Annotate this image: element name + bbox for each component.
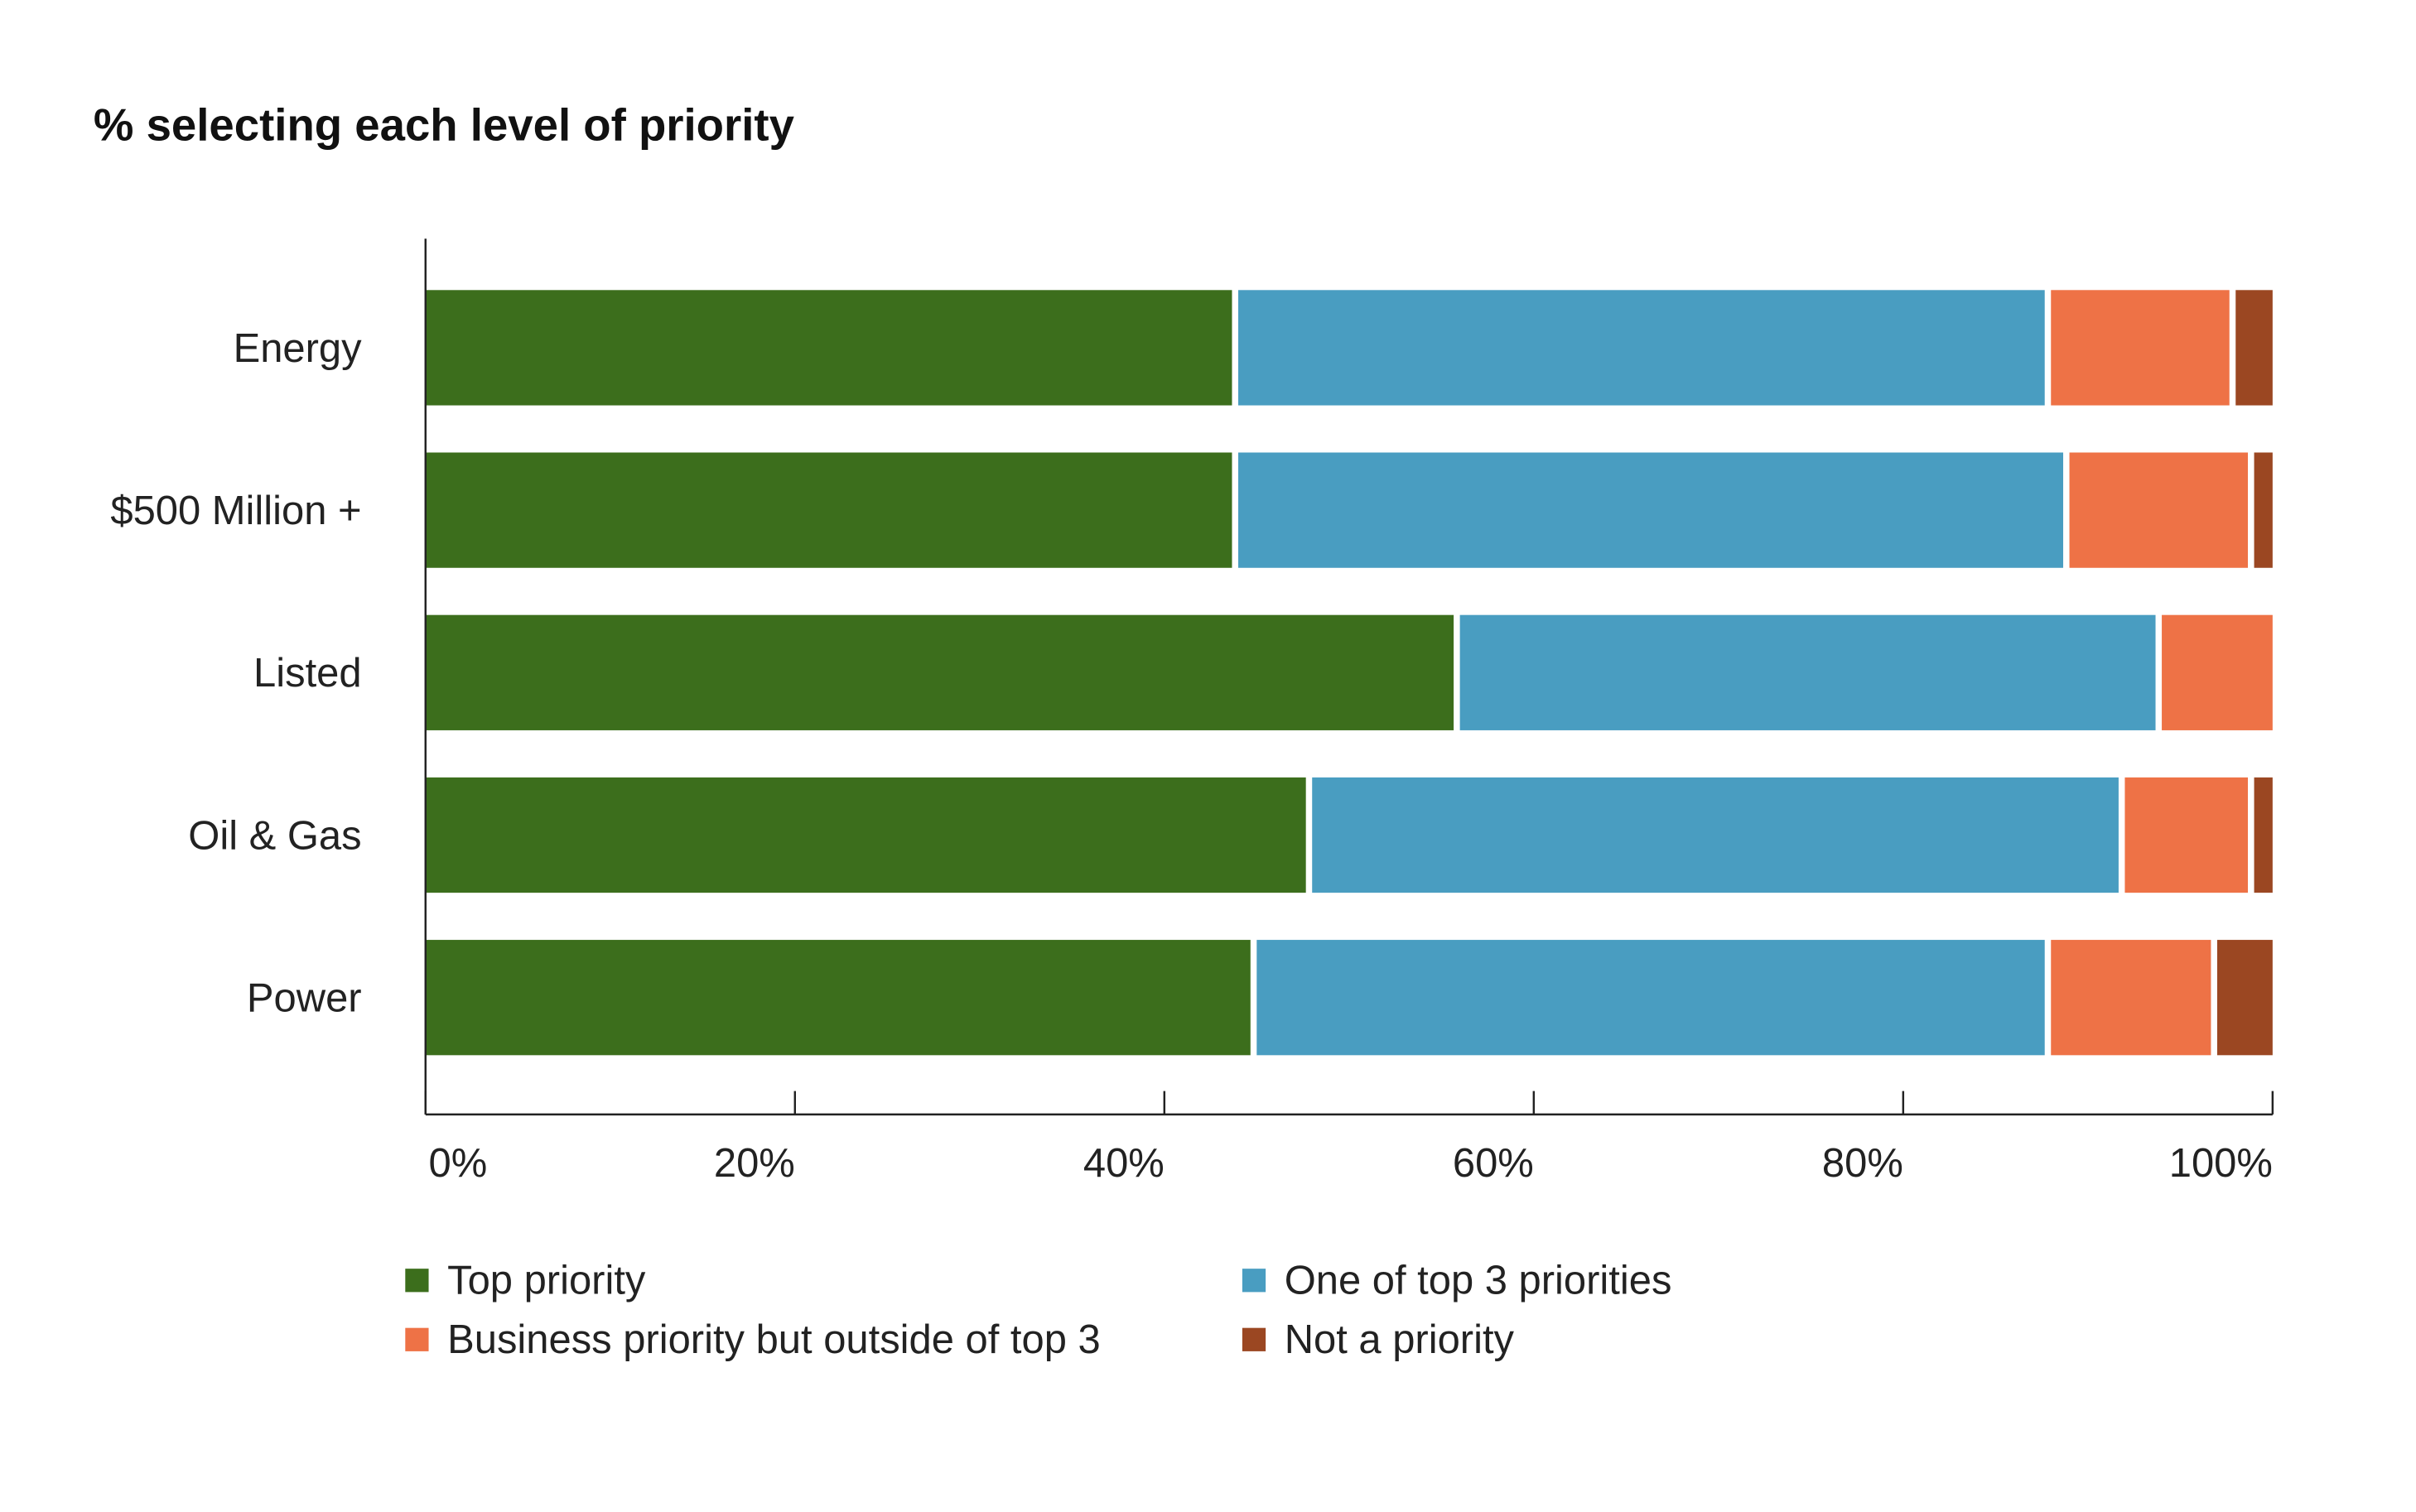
bar-segment (425, 290, 1232, 406)
bar-segment (2216, 940, 2273, 1056)
bar-segment (425, 452, 1232, 568)
category-label: Listed (253, 651, 362, 696)
legend-label: One of top 3 priorities (1285, 1258, 1672, 1303)
legend: Top priority One of top 3 priorities Busin… (405, 1258, 1671, 1362)
x-tick-label: 40% (1083, 1141, 1165, 1186)
bar-segment (1238, 452, 2064, 568)
x-tick-label: 20% (714, 1141, 795, 1186)
bar-segment (2254, 777, 2273, 893)
legend-label: Not a priority (1285, 1317, 1515, 1362)
bar-segment (2069, 452, 2249, 568)
bar-segment (1238, 290, 2045, 406)
legend-label: Top priority (447, 1258, 646, 1303)
bar-segment (1256, 940, 2045, 1056)
bar-segment (425, 614, 1454, 730)
bars (425, 290, 2273, 1056)
category-label: Energy (234, 326, 363, 371)
x-tick-label: 0% (429, 1141, 488, 1186)
legend-swatch (405, 1327, 429, 1351)
bar-segment (2235, 290, 2273, 406)
x-tick-label: 100% (2169, 1141, 2273, 1186)
legend-swatch (1242, 1327, 1266, 1351)
axes: 0% 20% 40% 60% 80% 100% (424, 238, 2274, 1186)
category-label: $500 Million + (110, 489, 361, 533)
bar-segment (425, 940, 1251, 1056)
bar-segment (2124, 777, 2249, 893)
category-labels: Energy $500 Million + Listed Oil & Gas Power (110, 326, 362, 1021)
bar-segment (1312, 777, 2119, 893)
bar-segment (425, 777, 1306, 893)
legend-swatch (1242, 1269, 1266, 1293)
bar-segment (1459, 614, 2156, 730)
bar-segment (2051, 940, 2211, 1056)
category-label: Oil & Gas (188, 813, 361, 858)
legend-swatch (405, 1269, 429, 1293)
chart-title: % selecting each level of priority (94, 100, 795, 151)
category-label: Power (247, 976, 362, 1021)
legend-label: Business priority but outside of top 3 (447, 1317, 1101, 1362)
bar-segment (2254, 452, 2273, 568)
x-tick-label: 60% (1453, 1141, 1534, 1186)
bar-segment (2162, 614, 2273, 730)
x-tick-label: 80% (1822, 1141, 1903, 1186)
bar-segment (2051, 290, 2230, 406)
